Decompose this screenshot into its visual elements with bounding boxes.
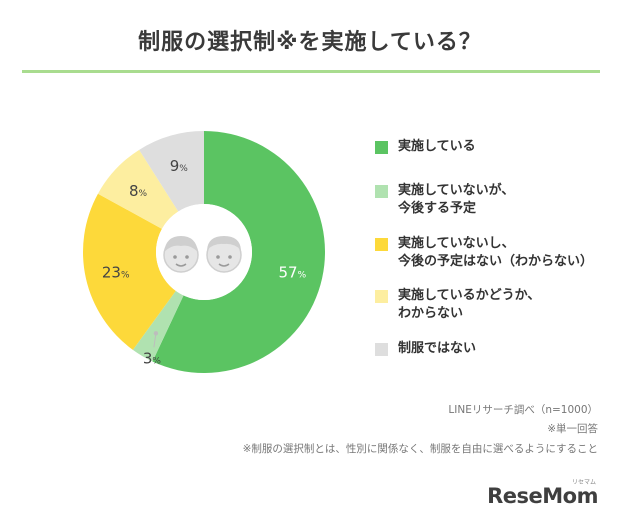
slice-implemented <box>152 131 325 373</box>
legend-item-unknown: 実施しているかどうか、 わからない <box>375 287 540 323</box>
footnote: ※制服の選択制とは、性別に関係なく、制服を自由に選べるようにすること <box>242 443 598 455</box>
title-underline <box>22 70 600 73</box>
legend-label: 実施している <box>398 139 476 154</box>
slice-no-uniform <box>139 131 204 212</box>
legend-label: わからない <box>398 306 464 321</box>
legend-label: 実施しているかどうか、 <box>398 288 541 303</box>
legend-item-no-plan: 実施していないし、 今後の予定はない（わからない） <box>375 235 593 271</box>
legend-label: 今後する予定 <box>398 201 477 216</box>
legend-item-no-uniform: 制服ではない <box>375 340 476 358</box>
legend-swatch <box>375 290 388 303</box>
data-label: 9% <box>170 157 189 175</box>
legend-swatch <box>375 343 388 356</box>
data-label: 3% <box>143 349 162 367</box>
students-icon <box>156 204 252 300</box>
legend-item-planned: 実施していないが、 今後する予定 <box>375 182 514 218</box>
data-label: 57% <box>278 264 306 282</box>
legend-label: 今後の予定はない（わからない） <box>398 254 594 269</box>
slice-no-plan <box>83 193 176 350</box>
leader-line <box>153 333 157 348</box>
leader-dot <box>153 331 159 336</box>
legend-swatch <box>375 238 388 251</box>
legend-label: 実施していないが、 <box>398 183 515 198</box>
single-answer-note: ※単一回答 <box>547 423 598 435</box>
slice-planned <box>132 290 184 362</box>
data-label: 23% <box>102 264 130 282</box>
legend-swatch <box>375 141 388 154</box>
brand-logo: ReseMom <box>487 484 598 508</box>
legend-label: 制服ではない <box>398 341 477 356</box>
data-label: 8% <box>129 182 148 200</box>
legend-label: 実施していないし、 <box>398 236 515 251</box>
legend-swatch <box>375 185 388 198</box>
source-note: LINEリサーチ調べ（n=1000） <box>448 404 598 416</box>
legend-item-implemented: 実施している <box>375 138 476 156</box>
brand-subtitle: リセマム <box>571 479 596 486</box>
chart-title: 制服の選択制※を実施している？ <box>138 30 482 55</box>
slice-unknown <box>97 149 179 229</box>
